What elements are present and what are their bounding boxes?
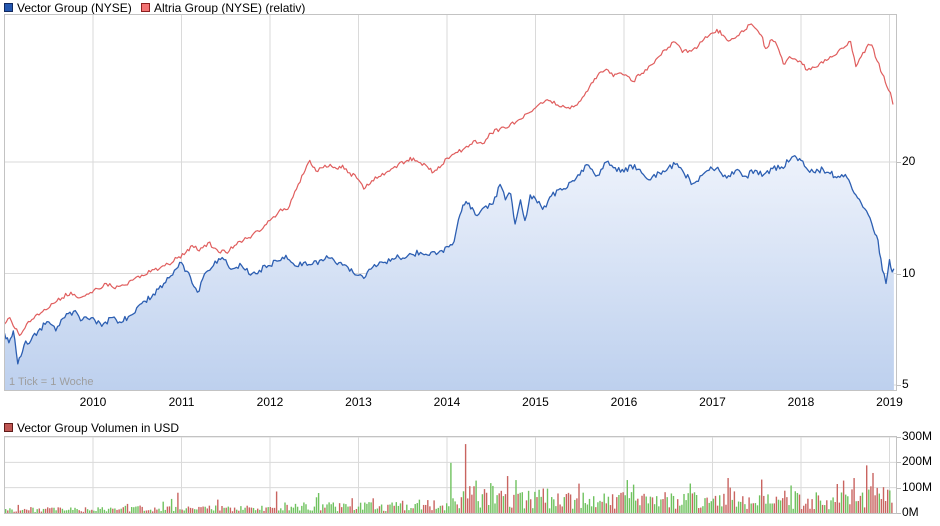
volume-y-tick-label: 200M bbox=[902, 454, 933, 469]
legend-label-volume: Vector Group Volumen in USD bbox=[17, 421, 180, 435]
main-price-chart: 1 Tick = 1 Woche bbox=[4, 14, 897, 391]
legend-label-altria-group: Altria Group (NYSE) (relativ) bbox=[154, 1, 306, 15]
x-axis-year-label: 2015 bbox=[522, 395, 549, 409]
legend-item-altria-group: Altria Group (NYSE) (relativ) bbox=[141, 0, 331, 15]
volume-y-tick-label: 300M bbox=[902, 429, 933, 443]
x-axis-year-label: 2018 bbox=[787, 395, 815, 409]
volume-y-tickmark bbox=[897, 462, 901, 464]
vector-group-swatch-icon bbox=[4, 3, 13, 12]
volume-chart bbox=[4, 436, 897, 514]
volume-chart-canvas bbox=[4, 436, 897, 514]
x-axis-year-label: 2017 bbox=[699, 395, 726, 409]
volume-y-tick-label: 0M bbox=[902, 505, 919, 519]
x-axis-year-label: 2019 bbox=[876, 395, 903, 409]
x-axis-year-label: 2014 bbox=[433, 395, 461, 409]
main-y-tickmark bbox=[897, 162, 901, 163]
main-chart-legend: Vector Group (NYSE) Altria Group (NYSE) … bbox=[0, 0, 940, 15]
volume-swatch-icon bbox=[4, 423, 13, 432]
x-axis-year-label: 2012 bbox=[256, 395, 284, 409]
legend-item-volume: Vector Group Volumen in USD bbox=[4, 420, 224, 435]
tick-interval-note: 1 Tick = 1 Woche bbox=[9, 376, 94, 388]
volume-chart-legend: Vector Group Volumen in USD bbox=[0, 420, 940, 435]
volume-y-tickmark bbox=[897, 437, 901, 438]
volume-y-tickmark bbox=[897, 487, 901, 489]
legend-item-vector-group: Vector Group (NYSE) bbox=[4, 0, 134, 15]
altria-group-swatch-icon bbox=[141, 3, 150, 12]
x-axis-year-label: 2010 bbox=[79, 395, 107, 409]
x-axis-year-label: 2016 bbox=[610, 395, 638, 409]
main-y-tickmark bbox=[897, 273, 901, 275]
main-y-tick-label: 10 bbox=[902, 265, 916, 280]
x-axis-year-label: 2011 bbox=[168, 395, 195, 409]
main-y-tick-label: 5 bbox=[902, 377, 909, 391]
x-axis-year-label: 2013 bbox=[345, 395, 372, 409]
main-y-tick-label: 20 bbox=[902, 154, 916, 168]
volume-y-tick-label: 100M bbox=[902, 479, 933, 494]
legend-label-vector-group: Vector Group (NYSE) bbox=[17, 1, 132, 15]
volume-y-tickmark bbox=[897, 513, 901, 514]
main-price-chart-canvas bbox=[4, 14, 897, 391]
main-y-tickmark bbox=[897, 385, 901, 386]
